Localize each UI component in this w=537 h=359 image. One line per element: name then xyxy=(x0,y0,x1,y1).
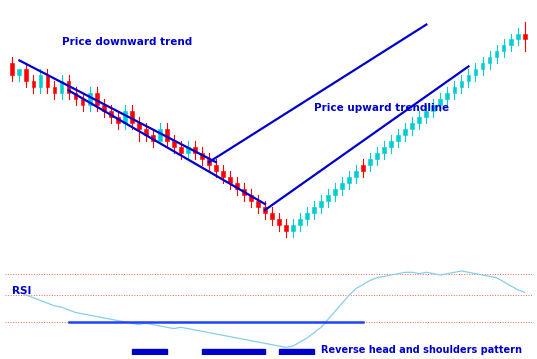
Bar xyxy=(263,207,267,213)
Text: RSI: RSI xyxy=(12,286,32,296)
Bar xyxy=(474,69,477,75)
Bar xyxy=(488,57,491,64)
Bar xyxy=(10,64,14,75)
Bar xyxy=(88,93,91,105)
Bar xyxy=(137,123,141,129)
Bar xyxy=(39,75,42,87)
Bar xyxy=(354,171,358,177)
Bar xyxy=(74,93,77,99)
Bar xyxy=(305,213,309,219)
Bar xyxy=(158,129,162,141)
Bar xyxy=(249,195,253,201)
Bar xyxy=(130,111,134,123)
Bar xyxy=(396,135,400,141)
Bar xyxy=(460,81,463,87)
Bar xyxy=(284,225,288,231)
Bar xyxy=(32,81,35,87)
Bar xyxy=(361,165,365,171)
Bar xyxy=(214,165,218,171)
Bar xyxy=(95,93,98,105)
Bar xyxy=(270,213,274,219)
Text: Price upward trendline: Price upward trendline xyxy=(314,103,449,113)
Bar xyxy=(53,87,56,93)
Bar xyxy=(18,69,21,75)
Bar xyxy=(25,69,28,81)
Bar xyxy=(256,201,260,207)
Bar xyxy=(60,81,63,93)
Bar xyxy=(453,87,456,93)
Bar xyxy=(123,111,127,123)
Bar xyxy=(319,201,323,207)
Bar xyxy=(298,219,302,225)
Bar xyxy=(467,75,470,81)
Bar xyxy=(144,129,148,135)
Bar xyxy=(291,225,295,231)
Text: Price downward trend: Price downward trend xyxy=(62,37,192,47)
Bar xyxy=(509,39,512,46)
Bar xyxy=(446,93,449,99)
Bar xyxy=(523,33,527,39)
Bar xyxy=(235,183,239,189)
Bar xyxy=(333,189,337,195)
Bar xyxy=(382,147,386,153)
Text: Reverse head and shoulders pattern: Reverse head and shoulders pattern xyxy=(321,345,522,355)
Bar xyxy=(186,147,190,153)
Bar xyxy=(115,117,120,123)
Bar xyxy=(200,153,204,159)
Bar xyxy=(172,141,176,147)
Bar xyxy=(179,147,183,153)
Bar xyxy=(108,111,113,117)
Bar xyxy=(347,177,351,183)
Bar xyxy=(242,189,246,195)
Bar xyxy=(202,349,265,357)
Bar xyxy=(439,99,442,105)
Bar xyxy=(207,159,211,165)
Bar xyxy=(431,105,436,111)
Bar xyxy=(502,46,505,51)
Bar xyxy=(516,33,519,39)
Bar xyxy=(481,64,484,69)
Bar xyxy=(151,135,155,141)
Bar xyxy=(221,171,225,177)
Bar xyxy=(410,123,414,129)
Bar xyxy=(67,81,70,93)
Bar xyxy=(340,183,344,189)
Bar xyxy=(368,159,372,165)
Bar xyxy=(424,111,429,117)
Bar xyxy=(277,219,281,225)
Bar xyxy=(279,349,314,355)
Bar xyxy=(403,129,407,135)
Bar xyxy=(193,147,197,153)
Bar xyxy=(81,99,84,105)
Bar xyxy=(46,75,49,87)
Bar xyxy=(132,349,167,355)
Bar xyxy=(375,153,379,159)
Bar xyxy=(312,207,316,213)
Bar xyxy=(101,105,106,111)
Bar xyxy=(495,51,498,57)
Bar xyxy=(417,117,422,123)
Bar xyxy=(165,129,169,141)
Bar xyxy=(228,177,232,183)
Bar xyxy=(389,141,393,147)
Bar xyxy=(326,195,330,201)
